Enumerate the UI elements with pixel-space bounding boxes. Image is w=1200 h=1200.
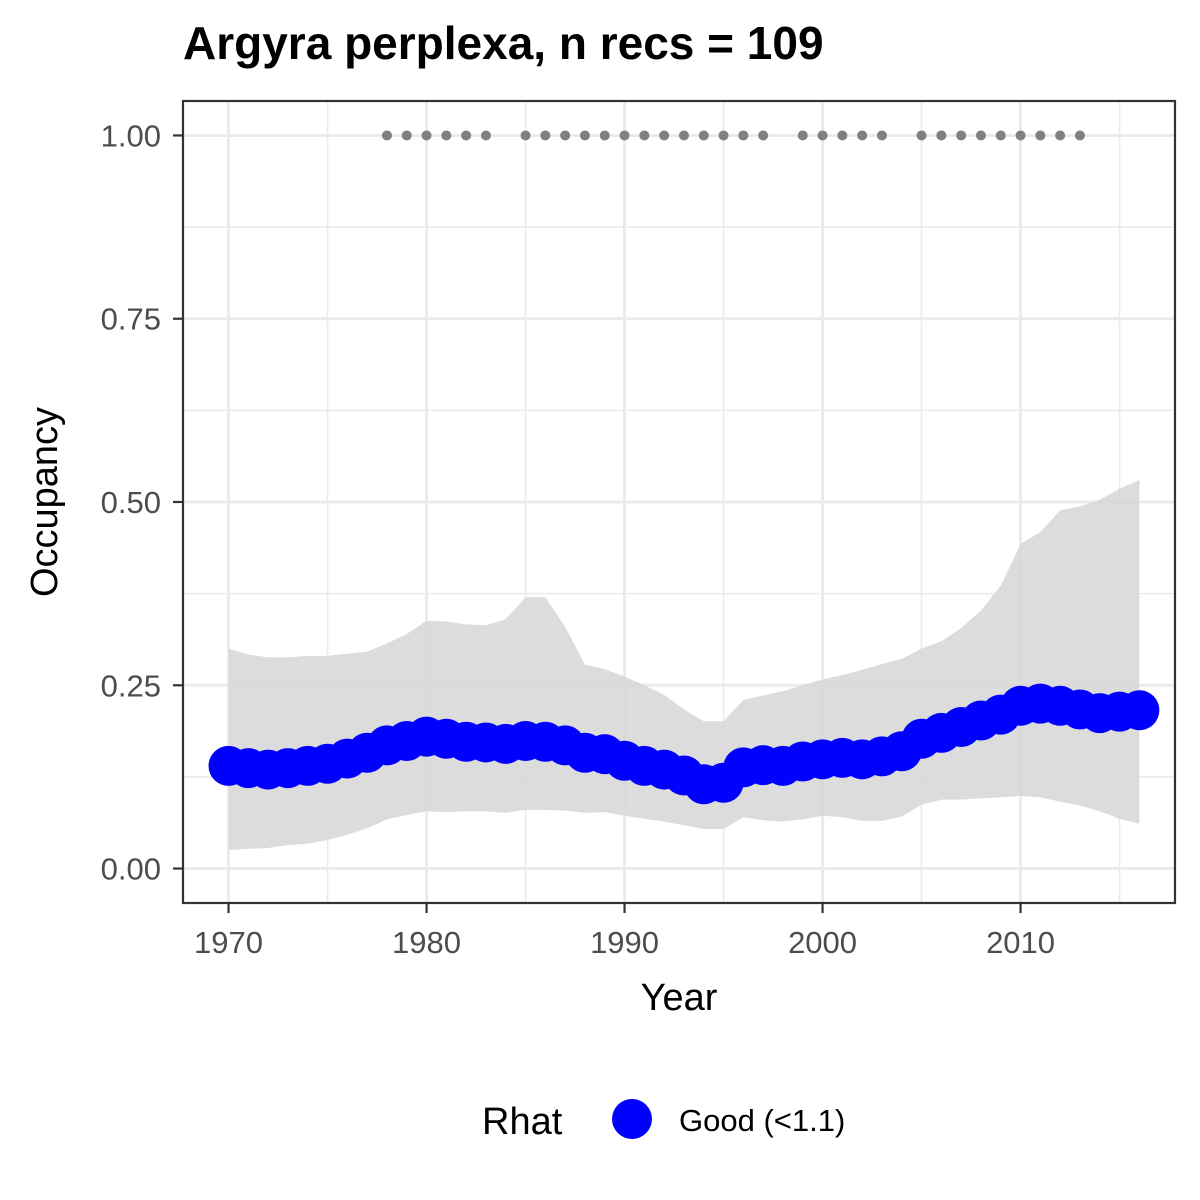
record-point bbox=[837, 130, 848, 141]
legend: Rhat Good (<1.1) bbox=[482, 1099, 845, 1143]
record-point bbox=[876, 130, 887, 141]
record-point bbox=[817, 130, 828, 141]
record-point bbox=[758, 130, 769, 141]
record-point bbox=[738, 130, 749, 141]
y-tick-label: 0.50 bbox=[101, 485, 161, 520]
record-point bbox=[579, 130, 590, 141]
record-point bbox=[1074, 130, 1085, 141]
record-point bbox=[797, 130, 808, 141]
x-tick-label: 2010 bbox=[986, 925, 1055, 960]
record-point bbox=[916, 130, 927, 141]
record-point bbox=[619, 130, 630, 141]
record-point bbox=[1015, 130, 1026, 141]
record-point bbox=[956, 130, 967, 141]
record-point bbox=[421, 130, 432, 141]
record-point bbox=[639, 130, 650, 141]
chart-title: Argyra perplexa, n recs = 109 bbox=[183, 17, 824, 69]
y-tick-label: 0.00 bbox=[101, 852, 161, 887]
record-markers bbox=[381, 130, 1085, 141]
record-point bbox=[678, 130, 689, 141]
y-axis-title: Occupancy bbox=[24, 407, 66, 597]
x-tick-label: 1980 bbox=[392, 925, 461, 960]
axes: 1970 1980 1990 2000 2010 0.00 0.25 0.50 0.75 1.00 bbox=[101, 118, 1055, 960]
x-tick-label: 2000 bbox=[788, 925, 857, 960]
record-point bbox=[441, 130, 452, 141]
record-point bbox=[461, 130, 472, 141]
y-tick-label: 0.25 bbox=[101, 668, 161, 703]
record-point bbox=[599, 130, 610, 141]
x-tick-label: 1990 bbox=[590, 925, 659, 960]
legend-title: Rhat bbox=[482, 1101, 563, 1143]
legend-key-good bbox=[612, 1099, 652, 1139]
record-point bbox=[520, 130, 531, 141]
record-point bbox=[659, 130, 670, 141]
legend-label-good: Good (<1.1) bbox=[679, 1103, 845, 1138]
record-point bbox=[1055, 130, 1066, 141]
record-point bbox=[975, 130, 986, 141]
x-tick-label: 1970 bbox=[194, 925, 263, 960]
occupancy-points bbox=[208, 683, 1160, 805]
occupancy-point bbox=[1119, 690, 1160, 731]
record-point bbox=[698, 130, 709, 141]
record-point bbox=[560, 130, 571, 141]
record-point bbox=[540, 130, 551, 141]
record-point bbox=[718, 130, 729, 141]
y-tick-label: 1.00 bbox=[101, 118, 161, 153]
record-point bbox=[401, 130, 412, 141]
record-point bbox=[995, 130, 1006, 141]
record-point bbox=[1035, 130, 1046, 141]
y-tick-label: 0.75 bbox=[101, 302, 161, 337]
record-point bbox=[857, 130, 868, 141]
record-point bbox=[480, 130, 491, 141]
x-axis-title: Year bbox=[641, 977, 718, 1019]
record-point bbox=[381, 130, 392, 141]
record-point bbox=[936, 130, 947, 141]
